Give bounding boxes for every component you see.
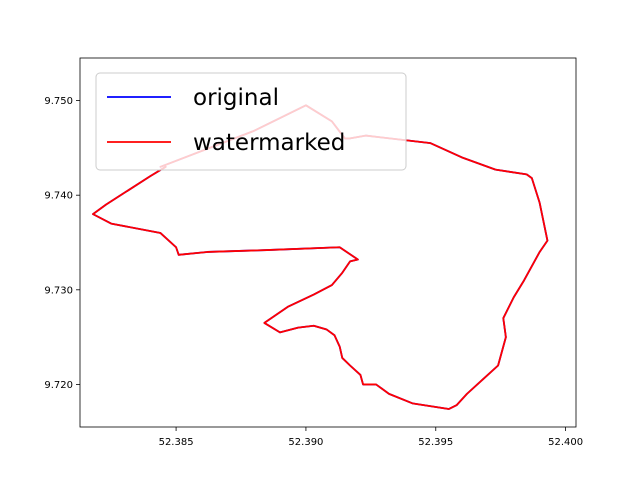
x-tick-label: 52.385 — [159, 437, 194, 448]
x-tick-label: 52.395 — [418, 437, 453, 448]
y-tick-label: 9.740 — [44, 191, 73, 202]
y-tick-label: 9.750 — [44, 96, 73, 107]
axes-frame — [79, 57, 577, 428]
legend-label-watermarked: watermarked — [193, 130, 345, 156]
x-tick-label: 52.400 — [548, 437, 583, 448]
legend: original watermarked — [95, 72, 407, 171]
y-tick-label: 9.730 — [44, 285, 73, 296]
series-layer — [92, 104, 549, 410]
x-axis: 52.385 52.390 52.395 52.400 — [159, 427, 583, 448]
y-axis: 9.720 9.730 9.740 9.750 — [44, 96, 80, 391]
series-line-watermarked — [92, 104, 549, 410]
x-tick-label: 52.390 — [288, 437, 323, 448]
legend-box — [95, 72, 407, 171]
legend-label-original: original — [193, 85, 279, 111]
y-tick-label: 9.720 — [44, 380, 73, 391]
